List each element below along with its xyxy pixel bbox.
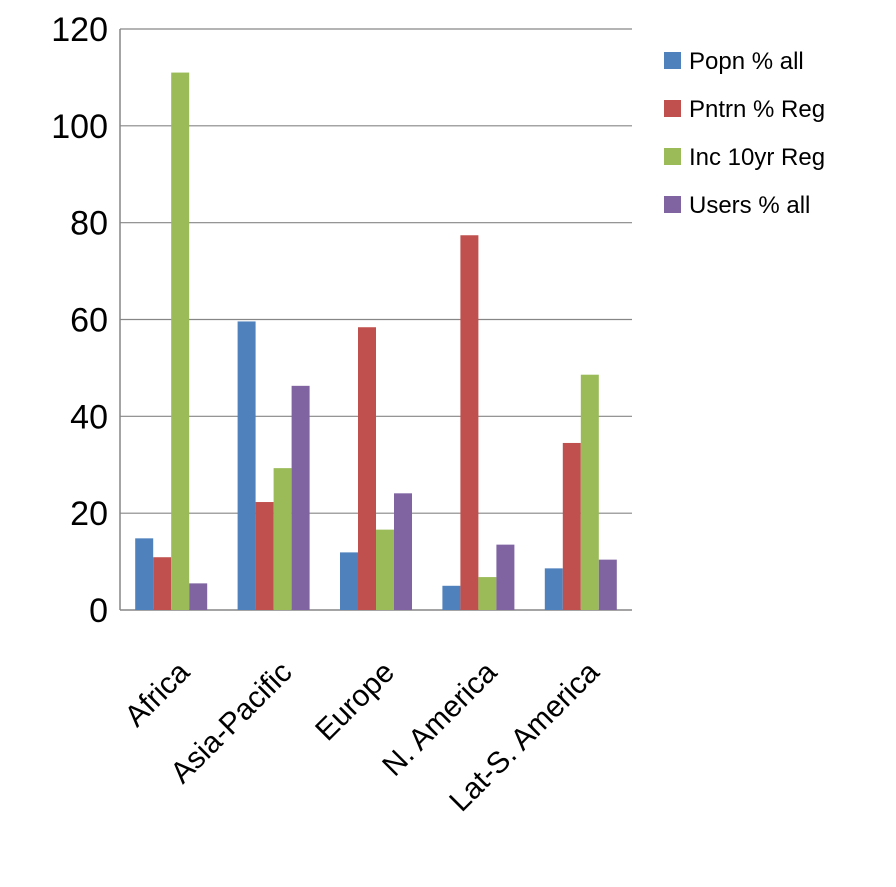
x-category-label: Europe: [309, 656, 401, 748]
legend: Popn % all Pntrn % Reg Inc 10yr Reg Users %…: [664, 48, 825, 219]
legend-swatch: [664, 100, 681, 117]
bar-inc-10yr-reg-n-america: [478, 577, 497, 610]
legend-label: Pntrn % Reg: [689, 96, 825, 123]
bar-popn-all-europe: [340, 552, 358, 610]
bar-users-all-africa: [189, 583, 208, 610]
legend-swatch: [664, 52, 681, 69]
gridlines: [120, 28, 632, 514]
y-tick-label: 20: [70, 495, 108, 533]
bar-popn-all-africa: [135, 538, 154, 610]
x-category-label: Africa: [119, 655, 197, 733]
legend-label: Users % all: [689, 192, 810, 219]
y-tick-label: 0: [89, 592, 108, 630]
y-tick-label: 120: [51, 11, 108, 49]
bar-popn-all-n-america: [442, 585, 461, 610]
bar-users-all-asia-pacific: [291, 385, 310, 610]
bar-pntrn-reg-lat-s-america: [562, 442, 581, 610]
y-tick-label: 60: [70, 302, 108, 340]
bar-inc-10yr-reg-africa: [171, 72, 190, 610]
y-tick-label: 80: [70, 205, 108, 243]
legend-label: Inc 10yr Reg: [689, 144, 825, 171]
y-tick-label: 100: [51, 108, 108, 146]
bar-users-all-n-america: [496, 544, 515, 610]
legend-label: Popn % all: [689, 48, 804, 75]
bar-pntrn-reg-europe: [358, 327, 376, 610]
bar-popn-all-lat-s-america: [544, 568, 563, 610]
bar-pntrn-reg-n-america: [460, 235, 479, 610]
y-tick-labels: 0 20 40 60 80 100 120: [51, 11, 108, 630]
bar-inc-10yr-reg-europe: [376, 529, 394, 610]
bar-pntrn-reg-asia-pacific: [255, 502, 274, 610]
bar-inc-10yr-reg-asia-pacific: [273, 468, 292, 610]
bar-inc-10yr-reg-lat-s-america: [580, 374, 599, 610]
legend-swatch: [664, 196, 681, 213]
bar-users-all-lat-s-america: [598, 559, 617, 610]
bar-pntrn-reg-africa: [153, 557, 172, 610]
bar-users-all-europe: [394, 493, 412, 610]
legend-swatch: [664, 148, 681, 165]
bars: [135, 72, 617, 610]
y-tick-label: 40: [70, 398, 108, 436]
bar-popn-all-asia-pacific: [237, 321, 256, 610]
